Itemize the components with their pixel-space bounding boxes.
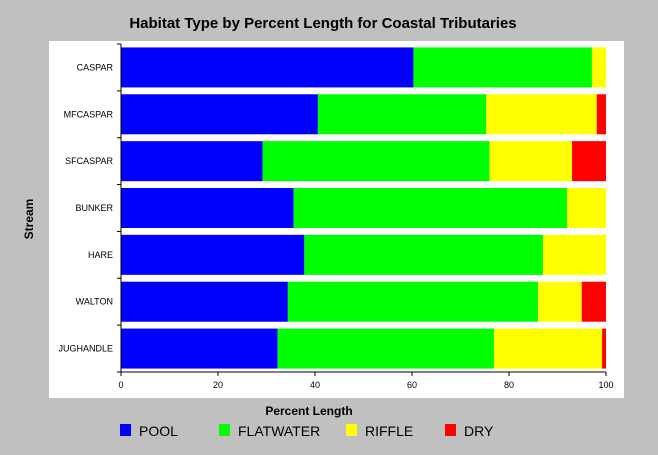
x-tick-label: 0 [118,380,123,390]
bar-mfcaspar-flatwater [317,94,487,135]
bar-walton-dry [581,281,606,322]
bar-jughandle-flatwater [277,328,494,369]
bar-sfcaspar-pool [121,141,263,182]
x-axis-title: Percent Length [265,404,352,418]
x-tick-label: 20 [213,380,223,390]
bar-sfcaspar-riffle [489,141,573,182]
bar-walton-pool [121,281,288,322]
bar-jughandle-riffle [493,328,603,369]
bar-bunker-flatwater [293,188,568,228]
legend-swatch-riffle [346,424,357,436]
legend: POOL FLATWATER RIFFLE DRY [120,423,494,439]
legend-label-flatwater: FLATWATER [238,423,320,439]
category-label: BUNKER [75,203,113,213]
bar-bunker-riffle [567,188,606,228]
chart-title: Habitat Type by Percent Length for Coast… [129,15,516,32]
bar-walton-flatwater [287,281,539,322]
bar-jughandle-dry [602,328,606,369]
bar-hare-pool [121,234,305,275]
legend-label-dry: DRY [464,423,494,439]
x-tick-label: 100 [598,380,613,390]
legend-swatch-dry [445,424,456,436]
category-label: CASPAR [77,62,114,72]
bars-layer [121,47,606,369]
category-label: HARE [88,250,113,260]
axes-layer: CASPAR MFCASPAR SFCASPAR BUNKER HARE WALTON JU… [58,43,614,390]
bar-caspar-pool [121,47,414,88]
bar-mfcaspar-riffle [486,94,597,135]
legend-label-pool: POOL [139,423,178,439]
bar-sfcaspar-flatwater [262,141,490,182]
y-axis-title: Stream [22,199,36,240]
bar-hare-flatwater [304,234,543,275]
bar-jughandle-pool [121,328,278,369]
bar-mfcaspar-dry [596,94,606,135]
legend-swatch-flatwater [219,424,230,436]
legend-swatch-pool [120,424,131,436]
legend-label-riffle: RIFFLE [365,423,413,439]
bar-bunker-pool [121,188,294,228]
x-tick-label: 80 [504,380,514,390]
category-label: SFCASPAR [65,156,113,166]
bar-sfcaspar-dry [572,141,606,182]
x-tick-label: 60 [407,380,417,390]
bar-walton-riffle [538,281,582,322]
bar-mfcaspar-pool [121,94,318,135]
category-label: JUGHANDLE [58,344,113,354]
bar-caspar-riffle [591,47,606,88]
x-tick-label: 40 [310,380,320,390]
category-label: MFCASPAR [64,109,114,119]
bar-hare-riffle [542,234,606,275]
bar-caspar-flatwater [413,47,592,88]
category-label: WALTON [76,297,113,307]
